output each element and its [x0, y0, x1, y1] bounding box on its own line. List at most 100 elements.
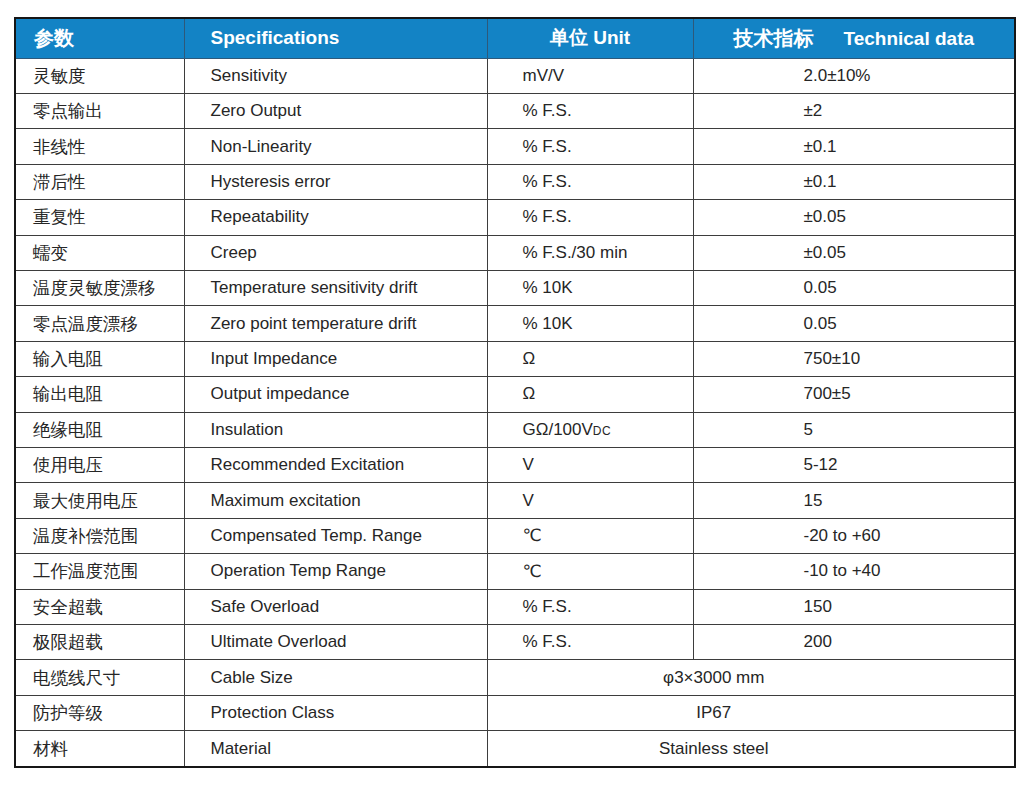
spec-cell: Input Impedance: [184, 341, 487, 376]
value-cell: -10 to +40: [693, 554, 1015, 589]
table-row: 滞后性 Hysteresis error % F.S. ±0.1: [15, 164, 1015, 199]
unit-cell: ℃: [487, 554, 693, 589]
unit-cell: mV/V: [487, 58, 693, 93]
table-row: 零点温度漂移 Zero point temperature drift % 10…: [15, 306, 1015, 341]
param-cell: 绝缘电阻: [15, 412, 184, 447]
unit-cell: % F.S./30 min: [487, 235, 693, 270]
spec-cell: Material: [184, 731, 487, 767]
value-cell: -20 to +60: [693, 518, 1015, 553]
param-cell: 灵敏度: [15, 58, 184, 93]
unit-cell: V: [487, 483, 693, 518]
table-row: 安全超载 Safe Overload % F.S. 150: [15, 589, 1015, 624]
spec-cell: Hysteresis error: [184, 164, 487, 199]
spec-cell: Cable Size: [184, 660, 487, 695]
unit-cell: % F.S.: [487, 129, 693, 164]
spec-cell: Non-Linearity: [184, 129, 487, 164]
merged-value-cell: IP67: [487, 695, 1015, 730]
value-cell: 2.0±10%: [693, 58, 1015, 93]
param-cell: 输入电阻: [15, 341, 184, 376]
table-row: 蠕变 Creep % F.S./30 min ±0.05: [15, 235, 1015, 270]
value-cell: 750±10: [693, 341, 1015, 376]
table-row: 材料 Material Stainless steel: [15, 731, 1015, 767]
spec-cell: Safe Overload: [184, 589, 487, 624]
spec-cell: Zero point temperature drift: [184, 306, 487, 341]
unit-cell: % F.S.: [487, 93, 693, 128]
param-cell: 零点温度漂移: [15, 306, 184, 341]
value-cell: 0.05: [693, 306, 1015, 341]
spec-cell: Protection Class: [184, 695, 487, 730]
param-cell: 温度灵敏度漂移: [15, 270, 184, 305]
header-technical-data-zh: 技术指标: [733, 27, 813, 49]
param-cell: 温度补偿范围: [15, 518, 184, 553]
header-technical-data-en: Technical data: [843, 28, 974, 49]
spec-cell: Temperature sensitivity drift: [184, 270, 487, 305]
datasheet-page: { "table": { "header": { "param": "参数", …: [0, 0, 1031, 785]
table-row: 输入电阻 Input Impedance Ω 750±10: [15, 341, 1015, 376]
header-technical-data: 技术指标 Technical data: [693, 18, 1015, 58]
unit-cell: Ω: [487, 341, 693, 376]
unit-cell: % F.S.: [487, 200, 693, 235]
param-cell: 使用电压: [15, 447, 184, 482]
param-cell: 材料: [15, 731, 184, 767]
spec-cell: Compensated Temp. Range: [184, 518, 487, 553]
table-row: 极限超载 Ultimate Overload % F.S. 200: [15, 625, 1015, 660]
table-row: 最大使用电压 Maximum excitation V 15: [15, 483, 1015, 518]
table-row: 工作温度范围 Operation Temp Range ℃ -10 to +40: [15, 554, 1015, 589]
spec-cell: Recommended Excitation: [184, 447, 487, 482]
table-row: 重复性 Repeatability % F.S. ±0.05: [15, 200, 1015, 235]
unit-cell: ℃: [487, 518, 693, 553]
value-cell: 5-12: [693, 447, 1015, 482]
unit-cell: % F.S.: [487, 625, 693, 660]
param-cell: 电缆线尺寸: [15, 660, 184, 695]
value-cell: ±0.05: [693, 235, 1015, 270]
value-cell: 5: [693, 412, 1015, 447]
param-cell: 重复性: [15, 200, 184, 235]
table-row: 防护等级 Protection Class IP67: [15, 695, 1015, 730]
header-param: 参数: [15, 18, 184, 58]
header-row: 参数 Specifications 单位 Unit 技术指标 Technical …: [15, 18, 1015, 58]
table-row: 使用电压 Recommended Excitation V 5-12: [15, 447, 1015, 482]
unit-cell: % 10K: [487, 270, 693, 305]
value-cell: ±0.1: [693, 164, 1015, 199]
value-cell: 15: [693, 483, 1015, 518]
param-cell: 蠕变: [15, 235, 184, 270]
param-cell: 输出电阻: [15, 377, 184, 412]
spec-cell: Zero Output: [184, 93, 487, 128]
unit-cell: GΩ/100VDC: [487, 412, 693, 447]
spec-cell: Output impedance: [184, 377, 487, 412]
value-cell: 0.05: [693, 270, 1015, 305]
unit-cell: % F.S.: [487, 164, 693, 199]
spec-cell: Sensitivity: [184, 58, 487, 93]
value-cell: 700±5: [693, 377, 1015, 412]
spec-cell: Maximum excitation: [184, 483, 487, 518]
param-cell: 最大使用电压: [15, 483, 184, 518]
merged-value-cell: φ3×3000 mm: [487, 660, 1015, 695]
spec-cell: Operation Temp Range: [184, 554, 487, 589]
param-cell: 滞后性: [15, 164, 184, 199]
table-row: 绝缘电阻 Insulation GΩ/100VDC 5: [15, 412, 1015, 447]
table-row: 电缆线尺寸 Cable Size φ3×3000 mm: [15, 660, 1015, 695]
table-row: 灵敏度 Sensitivity mV/V 2.0±10%: [15, 58, 1015, 93]
header-unit: 单位 Unit: [487, 18, 693, 58]
unit-cell: % F.S.: [487, 589, 693, 624]
value-cell: 200: [693, 625, 1015, 660]
spec-cell: Ultimate Overload: [184, 625, 487, 660]
unit-cell: V: [487, 447, 693, 482]
unit-cell: % 10K: [487, 306, 693, 341]
unit-subscript: DC: [593, 424, 611, 438]
spec-table-body: 灵敏度 Sensitivity mV/V 2.0±10% 零点输出 Zero O…: [15, 58, 1015, 767]
value-cell: 150: [693, 589, 1015, 624]
value-cell: ±0.1: [693, 129, 1015, 164]
merged-value-cell: Stainless steel: [487, 731, 1015, 767]
table-row: 零点输出 Zero Output % F.S. ±2: [15, 93, 1015, 128]
table-row: 输出电阻 Output impedance Ω 700±5: [15, 377, 1015, 412]
param-cell: 工作温度范围: [15, 554, 184, 589]
param-cell: 安全超载: [15, 589, 184, 624]
unit-cell: Ω: [487, 377, 693, 412]
spec-cell: Insulation: [184, 412, 487, 447]
header-specifications: Specifications: [184, 18, 487, 58]
param-cell: 零点输出: [15, 93, 184, 128]
param-cell: 极限超载: [15, 625, 184, 660]
spec-cell: Creep: [184, 235, 487, 270]
spec-table: 参数 Specifications 单位 Unit 技术指标 Technical …: [14, 17, 1016, 768]
